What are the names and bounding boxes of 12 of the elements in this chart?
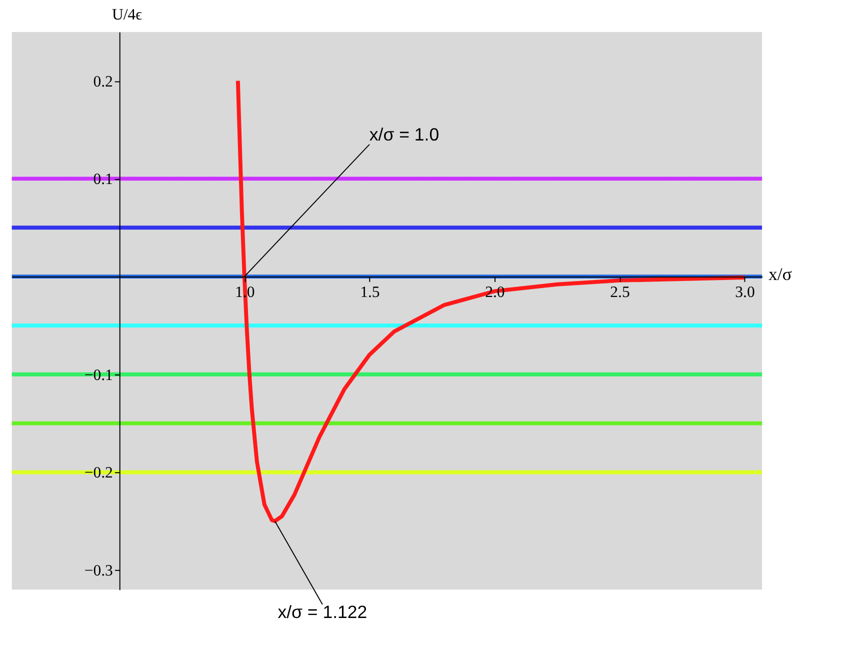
y-axis-title: U/4ϵ	[112, 6, 143, 24]
y-tick-label: 0.1	[93, 171, 113, 188]
x-tick-label: 2.5	[610, 284, 630, 301]
annotation: x/σ = 1.0	[369, 124, 440, 145]
y-tick-label: −0.1	[84, 366, 113, 384]
x-tick-label: 3.0	[735, 284, 755, 301]
y-tick-label: −0.2	[84, 464, 114, 482]
y-tick-label: −0.3	[84, 562, 114, 580]
y-tick-label: 0.2	[93, 73, 114, 90]
x-axis-title: x/σ	[768, 264, 792, 284]
annotation: x/σ = 1.122	[278, 602, 368, 622]
x-tick-label: 1.5	[360, 284, 380, 301]
